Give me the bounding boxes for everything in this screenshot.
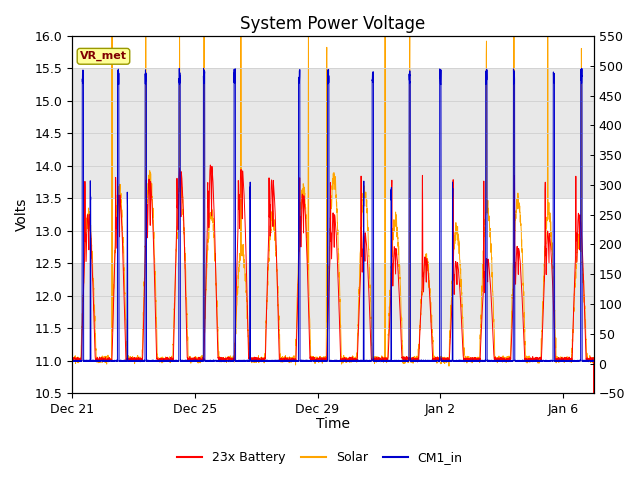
- Solar: [590, 356, 598, 362]
- CM1_in: [441, 358, 449, 363]
- Line: CM1_in: CM1_in: [72, 69, 594, 361]
- Text: VR_met: VR_met: [80, 51, 127, 61]
- CM1_in: [383, 358, 391, 364]
- Bar: [72, 69, 594, 198]
- CM1_in: [584, 359, 592, 364]
- X-axis label: Time: Time: [316, 418, 350, 432]
- 23x Battery: [383, 356, 391, 362]
- 23x Battery: [177, 208, 185, 214]
- Solar: [116, 187, 124, 193]
- Bar: [72, 264, 594, 328]
- 23x Battery: [207, 162, 214, 168]
- CM1_in: [177, 358, 185, 364]
- CM1_in: [388, 358, 396, 363]
- Y-axis label: Volts: Volts: [15, 198, 29, 231]
- Legend: 23x Battery, Solar, CM1_in: 23x Battery, Solar, CM1_in: [172, 446, 468, 469]
- Line: 23x Battery: 23x Battery: [72, 165, 594, 480]
- CM1_in: [68, 358, 76, 363]
- 23x Battery: [388, 269, 396, 275]
- CM1_in: [152, 358, 159, 364]
- Solar: [441, 358, 449, 364]
- 23x Battery: [152, 305, 159, 311]
- Solar: [142, 4, 150, 10]
- Line: Solar: Solar: [72, 7, 594, 480]
- Solar: [152, 275, 159, 280]
- CM1_in: [590, 358, 598, 363]
- 23x Battery: [441, 356, 449, 361]
- 23x Battery: [116, 221, 124, 227]
- Solar: [388, 243, 396, 249]
- CM1_in: [175, 66, 183, 72]
- CM1_in: [116, 358, 124, 364]
- Title: System Power Voltage: System Power Voltage: [240, 15, 426, 33]
- Solar: [177, 189, 185, 194]
- Solar: [383, 354, 391, 360]
